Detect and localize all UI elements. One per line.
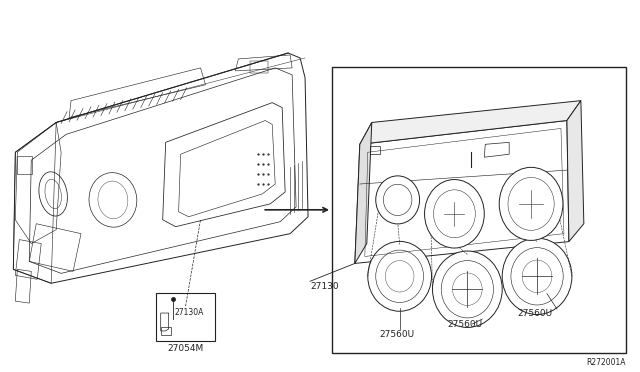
- Bar: [332, 67, 626, 353]
- Polygon shape: [355, 121, 569, 263]
- Polygon shape: [360, 101, 581, 144]
- Text: 27560U: 27560U: [447, 320, 483, 329]
- Polygon shape: [355, 122, 372, 263]
- Ellipse shape: [499, 167, 563, 240]
- Ellipse shape: [502, 238, 572, 315]
- Polygon shape: [567, 101, 584, 241]
- Text: 27130A: 27130A: [175, 308, 204, 317]
- Ellipse shape: [424, 180, 484, 248]
- Text: 27054M: 27054M: [168, 344, 204, 353]
- Text: 27560U: 27560U: [517, 309, 552, 318]
- Text: 27560U: 27560U: [380, 330, 415, 339]
- Text: 27130: 27130: [310, 282, 339, 291]
- Bar: [370, 146, 380, 154]
- Ellipse shape: [376, 176, 420, 224]
- Text: R272001A: R272001A: [586, 357, 626, 367]
- Bar: [156, 293, 216, 341]
- Ellipse shape: [368, 241, 431, 311]
- Bar: [161, 327, 171, 335]
- Ellipse shape: [433, 251, 502, 327]
